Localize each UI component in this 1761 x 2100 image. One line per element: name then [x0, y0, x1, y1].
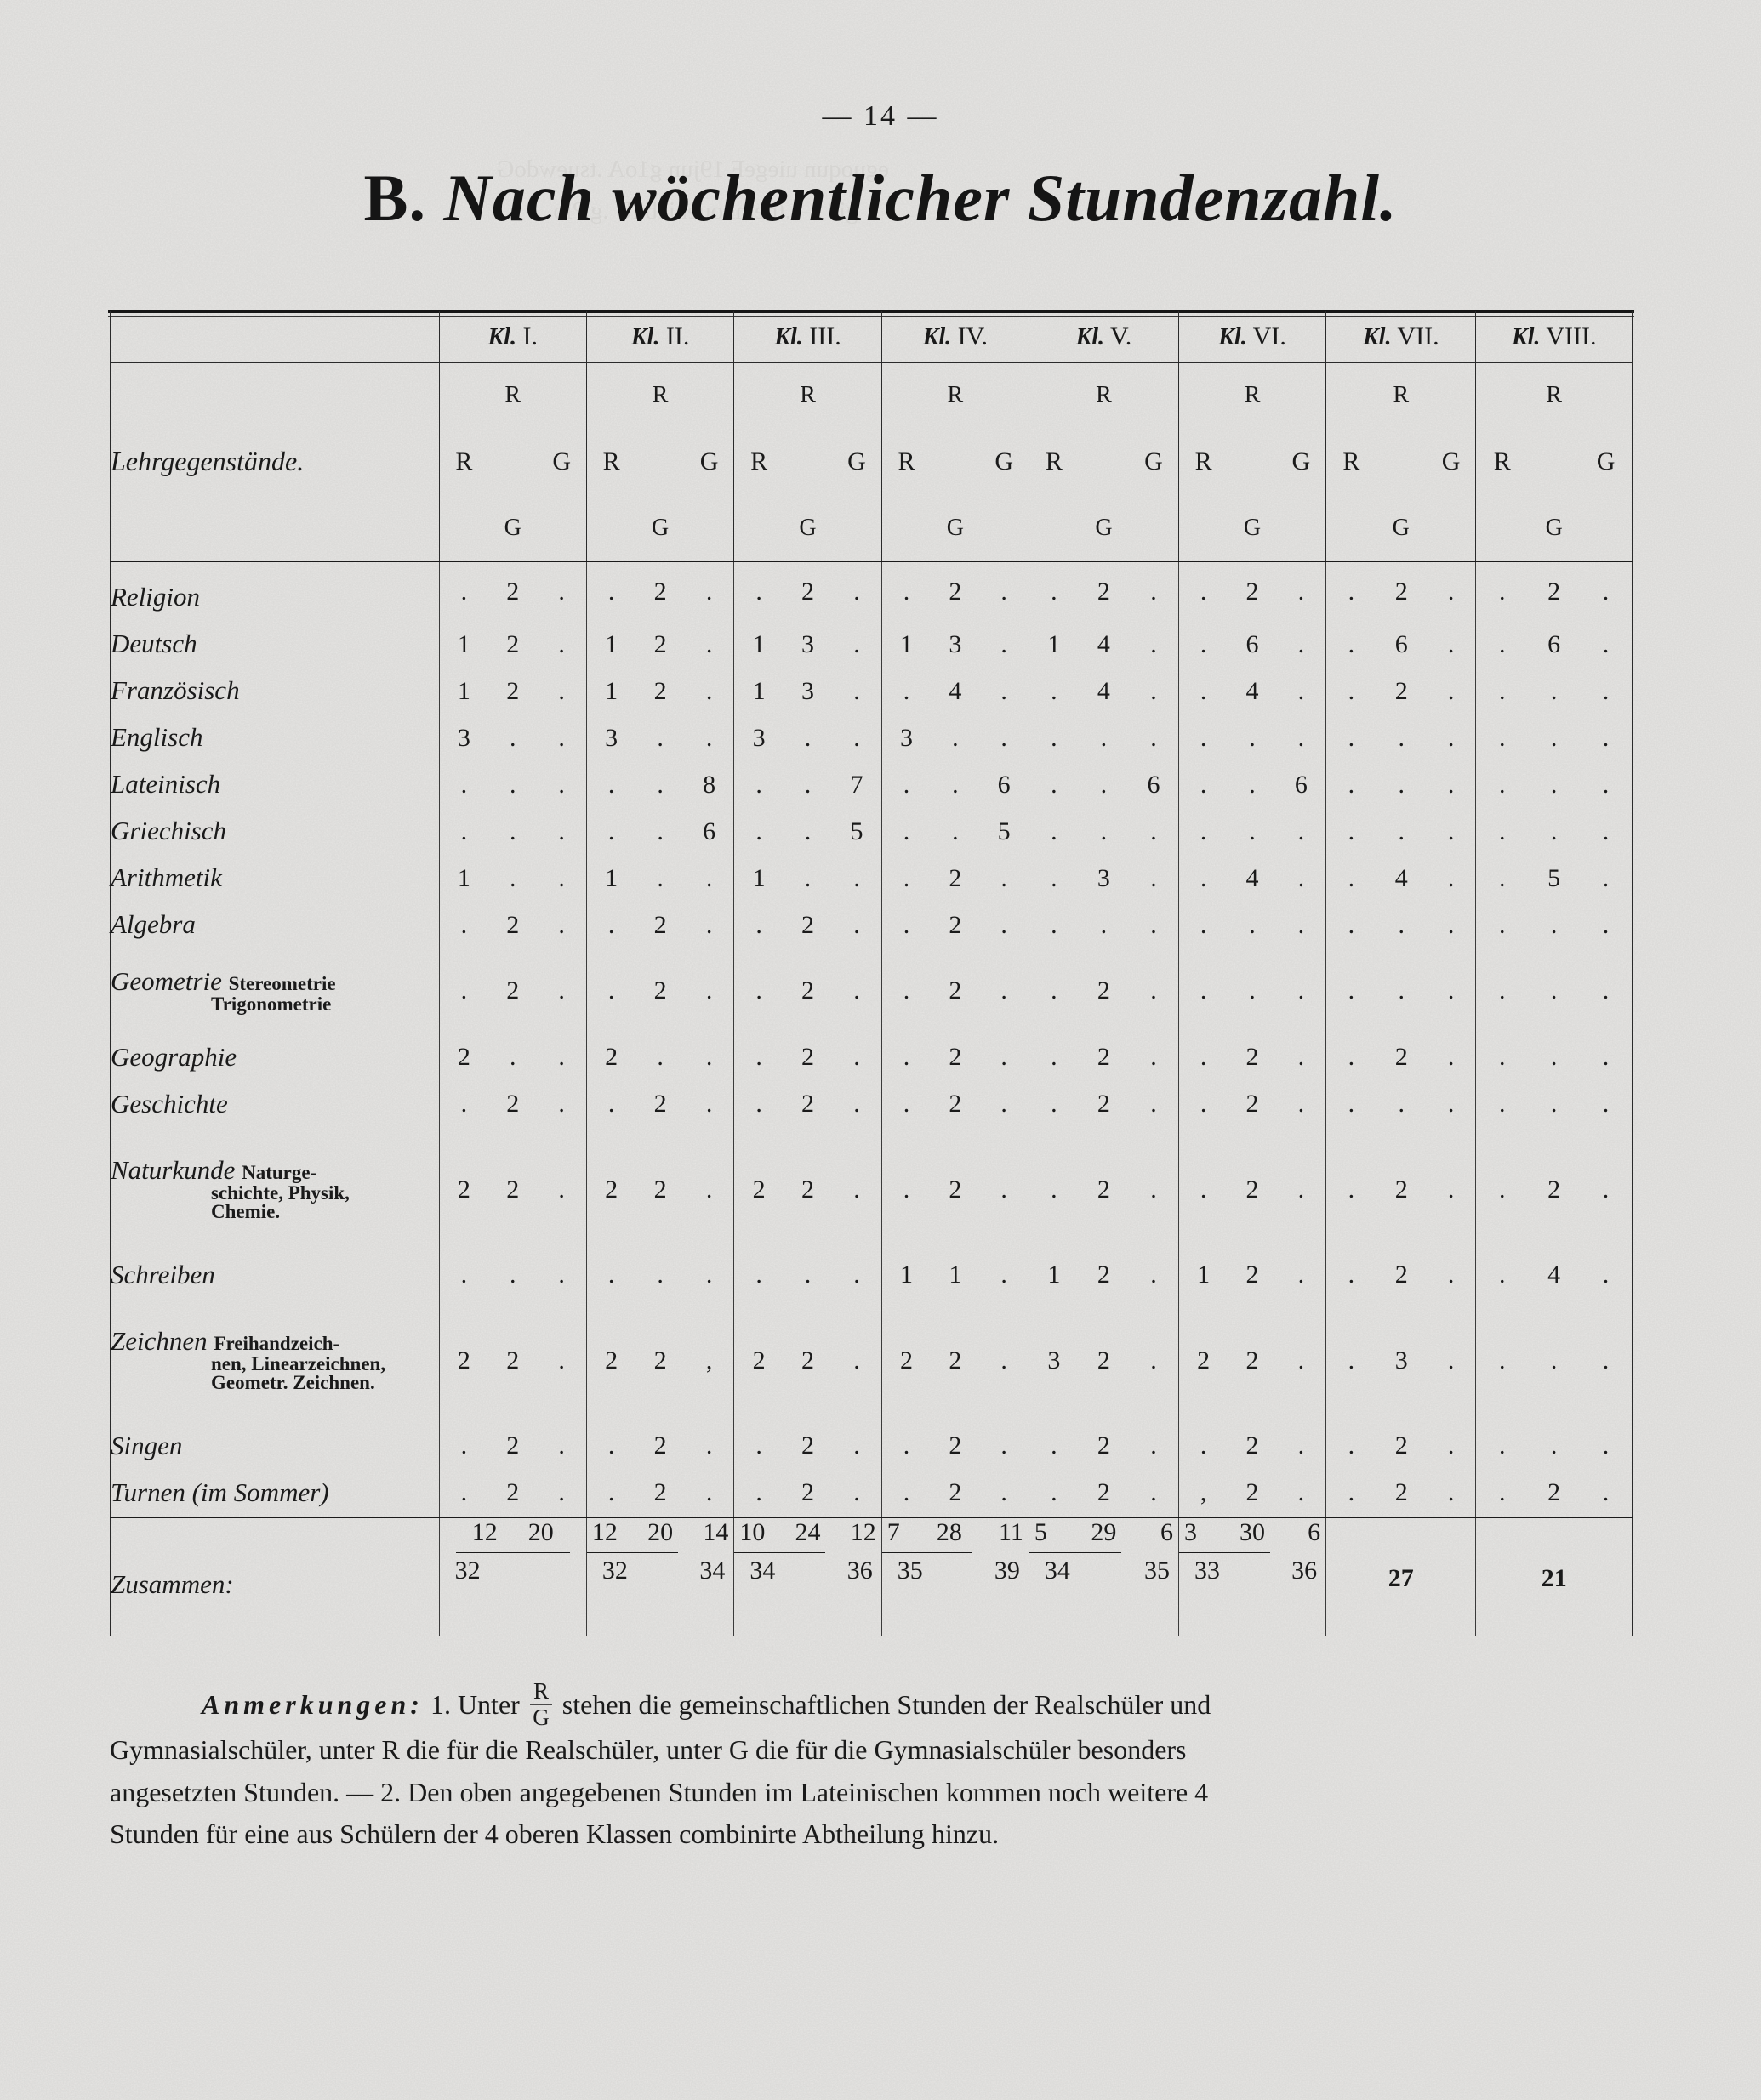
svg-text:R: R [533, 1680, 549, 1704]
svg-text:G: G [533, 1704, 550, 1729]
